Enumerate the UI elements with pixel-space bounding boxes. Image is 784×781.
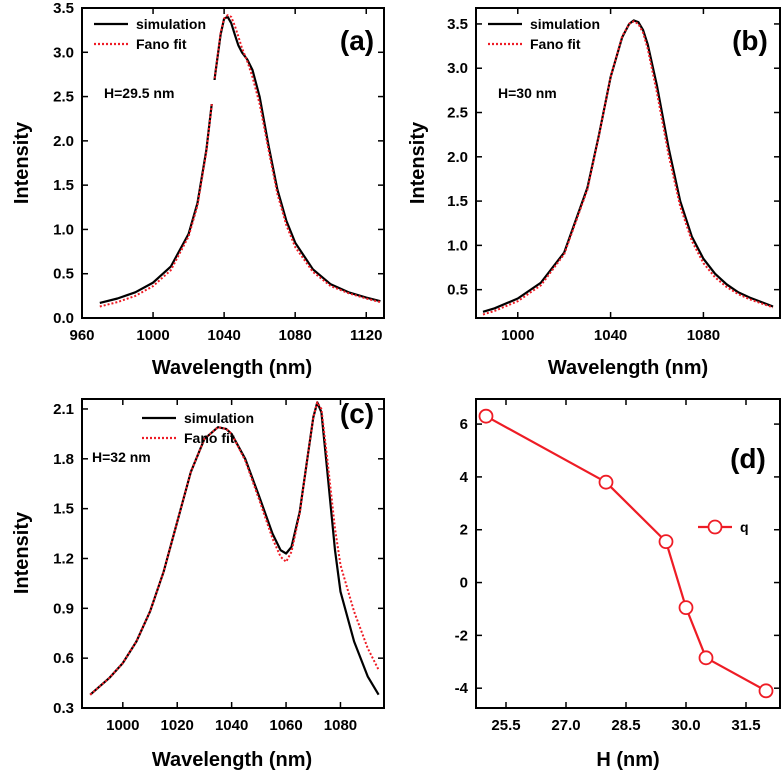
data-point — [758, 683, 774, 699]
x-tick-label: 27.0 — [551, 717, 580, 734]
x-tick-label: 25.5 — [491, 717, 520, 734]
y-tick-label: 0 — [460, 575, 468, 592]
panel-d: 25.5 27.0 28.5 30.0 31.5 -4 -2 0 2 4 6 H (nm) q (d) — [455, 398, 781, 771]
annotation-label: H=29.5 nm — [104, 85, 174, 101]
x-tick-label: 1040 — [594, 327, 627, 344]
y-tick-label: 4 — [460, 469, 469, 486]
y-tick-label: 0.0 — [53, 310, 74, 327]
y-tick-label: 1.0 — [53, 221, 74, 238]
y-tick-label: 3.5 — [53, 0, 74, 17]
legend: simulation Fano fit — [142, 410, 254, 446]
x-tick-label: 960 — [69, 327, 94, 344]
legend-label: q — [740, 519, 749, 535]
y-tick-label: 3.5 — [447, 16, 468, 33]
x-tick-label: 1040 — [207, 327, 240, 344]
data-point — [478, 408, 494, 424]
y-tick-label: 0.5 — [53, 266, 74, 283]
legend: simulation Fano fit — [94, 16, 206, 52]
x-tick-label: 1080 — [278, 327, 311, 344]
y-tick-label: 2.0 — [447, 149, 468, 166]
panel-label: (c) — [340, 398, 374, 429]
y-tick-label: 0.5 — [447, 282, 468, 299]
data-point — [678, 600, 694, 616]
legend-label: simulation — [136, 16, 206, 32]
panel-b: 1000 1040 1080 0.5 1.0 1.5 2.0 2.5 3.0 3.5 Wavelen… — [407, 7, 781, 379]
y-tick-label: 1.2 — [53, 550, 74, 567]
y-axis-title: Intensity — [11, 511, 33, 594]
x-tick-label: 1000 — [136, 327, 169, 344]
x-tick-label: 1000 — [501, 327, 534, 344]
x-tick-label: 1060 — [269, 717, 302, 734]
legend: simulation Fano fit — [488, 16, 600, 52]
y-tick-label: 2.1 — [53, 401, 74, 418]
annotation-label: H=30 nm — [498, 85, 557, 101]
plot-frame — [475, 7, 781, 319]
y-tick-label: -2 — [455, 627, 468, 644]
y-tick-label: 1.8 — [53, 451, 74, 468]
series-line-fano-fit — [482, 20, 774, 316]
annotation-label: H=32 nm — [92, 449, 151, 465]
legend-label: Fano fit — [184, 430, 235, 446]
legend-label: simulation — [530, 16, 600, 32]
y-tick-label: 2.5 — [447, 105, 468, 122]
y-tick-label: 1.5 — [447, 193, 468, 210]
legend-marker — [707, 519, 723, 535]
panel-label: (b) — [732, 25, 768, 56]
x-tick-label: 1000 — [106, 717, 139, 734]
x-tick-label: 31.5 — [731, 717, 760, 734]
data-point — [598, 474, 614, 490]
y-tick-label: 6 — [460, 416, 468, 433]
x-tick-label: 1080 — [687, 327, 720, 344]
panel-a: 960 1000 1040 1080 1120 0.0 0.5 1.0 1.5 2.0 2.5 3.0… — [11, 0, 385, 379]
series-line-fano-fit — [99, 14, 381, 308]
annotation-bg — [89, 445, 171, 469]
annotation-bg — [101, 80, 219, 104]
legend: q — [698, 519, 749, 535]
y-tick-label: 1.5 — [53, 177, 74, 194]
series-line-fano-fit — [89, 401, 380, 696]
legend-label: Fano fit — [136, 36, 187, 52]
x-tick-label: 1020 — [161, 717, 194, 734]
panel-label: (d) — [730, 443, 766, 474]
data-point — [658, 534, 674, 550]
y-tick-label: 3.0 — [53, 44, 74, 61]
x-tick-label: 1080 — [324, 717, 357, 734]
y-tick-label: 0.9 — [53, 600, 74, 617]
y-tick-label: -4 — [455, 680, 469, 697]
plot-frame — [81, 398, 385, 709]
series-line-q — [485, 415, 767, 692]
x-tick-label: 30.0 — [671, 717, 700, 734]
plot-frame — [475, 398, 781, 709]
y-axis-title: Intensity — [11, 121, 33, 204]
annotation-bg — [495, 80, 581, 104]
y-tick-label: 3.0 — [447, 60, 468, 77]
legend-label: Fano fit — [530, 36, 581, 52]
y-axis-title: Intensity — [407, 121, 429, 204]
y-tick-label: 2 — [460, 522, 468, 539]
x-tick-label: 1120 — [350, 327, 383, 344]
x-tick-label: 1040 — [215, 717, 248, 734]
series-line-simulation — [482, 19, 774, 313]
x-tick-label: 28.5 — [611, 717, 640, 734]
y-tick-label: 0.6 — [53, 650, 74, 667]
series-line-simulation — [89, 401, 380, 696]
legend-label: simulation — [184, 410, 254, 426]
y-tick-label: 2.5 — [53, 89, 74, 106]
y-tick-label: 1.5 — [53, 501, 74, 518]
panel-c: 1000 1020 1040 1060 1080 0.3 0.6 0.9 1.2 1.5 1.8 2.… — [11, 398, 385, 771]
panel-label: (a) — [340, 25, 374, 56]
x-axis-title: Wavelength (nm) — [152, 749, 312, 771]
x-axis-title: Wavelength (nm) — [548, 357, 708, 379]
x-axis-title: Wavelength (nm) — [152, 357, 312, 379]
y-tick-label: 1.0 — [447, 237, 468, 254]
x-axis-title: H (nm) — [596, 749, 659, 771]
y-tick-label: 0.3 — [53, 700, 74, 717]
data-point — [698, 650, 714, 666]
plot-frame — [81, 7, 385, 319]
y-tick-label: 2.0 — [53, 133, 74, 150]
series-line-simulation — [99, 15, 381, 304]
